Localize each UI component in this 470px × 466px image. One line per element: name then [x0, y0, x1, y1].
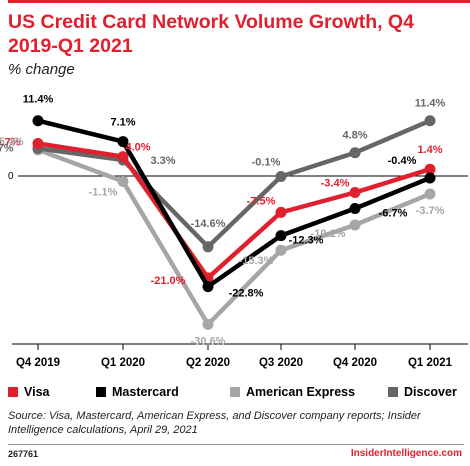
series-line-mastercard	[37, 118, 431, 289]
x-tick-label: Q1 2021	[408, 357, 453, 369]
zero-label: 0	[8, 171, 14, 182]
data-label: -0.1%	[252, 156, 281, 168]
data-point	[32, 115, 44, 127]
data-label: 4.8%	[342, 130, 367, 142]
data-label: -7.5%	[247, 195, 276, 207]
data-label: 6.7%	[0, 137, 21, 149]
data-point	[424, 115, 436, 127]
legend-item-mastercard: Mastercard	[96, 385, 179, 399]
data-point	[202, 281, 214, 293]
data-point	[424, 188, 436, 200]
data-point	[349, 147, 361, 159]
data-point	[424, 172, 436, 184]
data-label: 1.4%	[417, 144, 442, 156]
data-label: -15.3%	[239, 255, 274, 267]
chart-title: US Credit Card Network Volume Growth, Q4…	[8, 11, 414, 57]
x-tick-label: Q4 2019	[16, 357, 60, 369]
data-point	[424, 163, 436, 175]
data-point	[275, 230, 287, 242]
source-note: Source: Visa, Mastercard, American Expre…	[8, 410, 421, 436]
data-label: -22.8%	[229, 288, 264, 300]
data-point	[32, 138, 44, 150]
data-label: 7.1%	[110, 117, 135, 129]
data-label: 11.4%	[23, 94, 54, 106]
data-label: -3.7%	[416, 205, 445, 217]
data-label: -0.4%	[388, 155, 417, 167]
data-label: -14.6%	[191, 218, 226, 230]
legend-item-american-express: American Express	[230, 385, 355, 399]
legend-item-visa: Visa	[8, 385, 50, 399]
data-point	[202, 318, 214, 330]
data-label: 11.4%	[415, 98, 446, 110]
x-tick-label: Q3 2020	[259, 357, 303, 369]
legend-label: Visa	[24, 385, 50, 399]
top-accent-bar	[8, 0, 470, 3]
legend-label: American Express	[246, 385, 356, 399]
line-chart: 0 Q4 2019 Q1 2020 Q2 2020 Q3 2020 Q4 2020 Q1 2…	[0, 94, 468, 369]
data-label: -21.0%	[151, 275, 186, 287]
data-label: -6.7%	[379, 207, 408, 219]
legend-swatch	[8, 387, 18, 397]
data-point	[349, 219, 361, 231]
data-point	[117, 151, 129, 163]
legend-item-discover: Discover	[388, 385, 457, 399]
series-line-discover	[37, 118, 431, 250]
data-label: -30.6%	[191, 335, 226, 347]
data-point	[117, 136, 129, 148]
legend-swatch	[388, 387, 398, 397]
data-label: 4.0%	[125, 142, 150, 154]
legend: Visa Mastercard American Express Discover	[8, 385, 468, 403]
data-point	[275, 170, 287, 182]
data-label: -12.3%	[289, 235, 324, 247]
data-label: -1.1%	[89, 186, 118, 198]
x-tick-label: Q1 2020	[101, 357, 145, 369]
data-label: 5.7%	[0, 142, 14, 154]
data-point	[275, 244, 287, 256]
chart-subtitle: % change	[8, 61, 75, 78]
data-point	[275, 206, 287, 218]
data-point	[349, 202, 361, 214]
x-tick-label: Q2 2020	[186, 357, 230, 369]
data-label: 5.4%	[0, 136, 24, 148]
footer-divider	[8, 444, 464, 445]
x-tick-label: Q4 2020	[333, 357, 377, 369]
brand-link[interactable]: InsiderIntelligence.com	[350, 448, 462, 459]
series-line-visa	[37, 141, 431, 281]
chart-id: 267761	[8, 449, 39, 459]
data-point	[117, 175, 129, 187]
legend-swatch	[96, 387, 106, 397]
data-label: 3.3%	[150, 155, 175, 167]
legend-label: Discover	[404, 385, 457, 399]
legend-swatch	[230, 387, 240, 397]
data-label: -10.1%	[311, 228, 346, 240]
series-line-american-express	[37, 147, 431, 327]
legend-label: Mastercard	[112, 385, 179, 399]
data-label: -3.4%	[321, 177, 350, 189]
data-point	[202, 241, 214, 253]
data-point	[349, 186, 361, 198]
